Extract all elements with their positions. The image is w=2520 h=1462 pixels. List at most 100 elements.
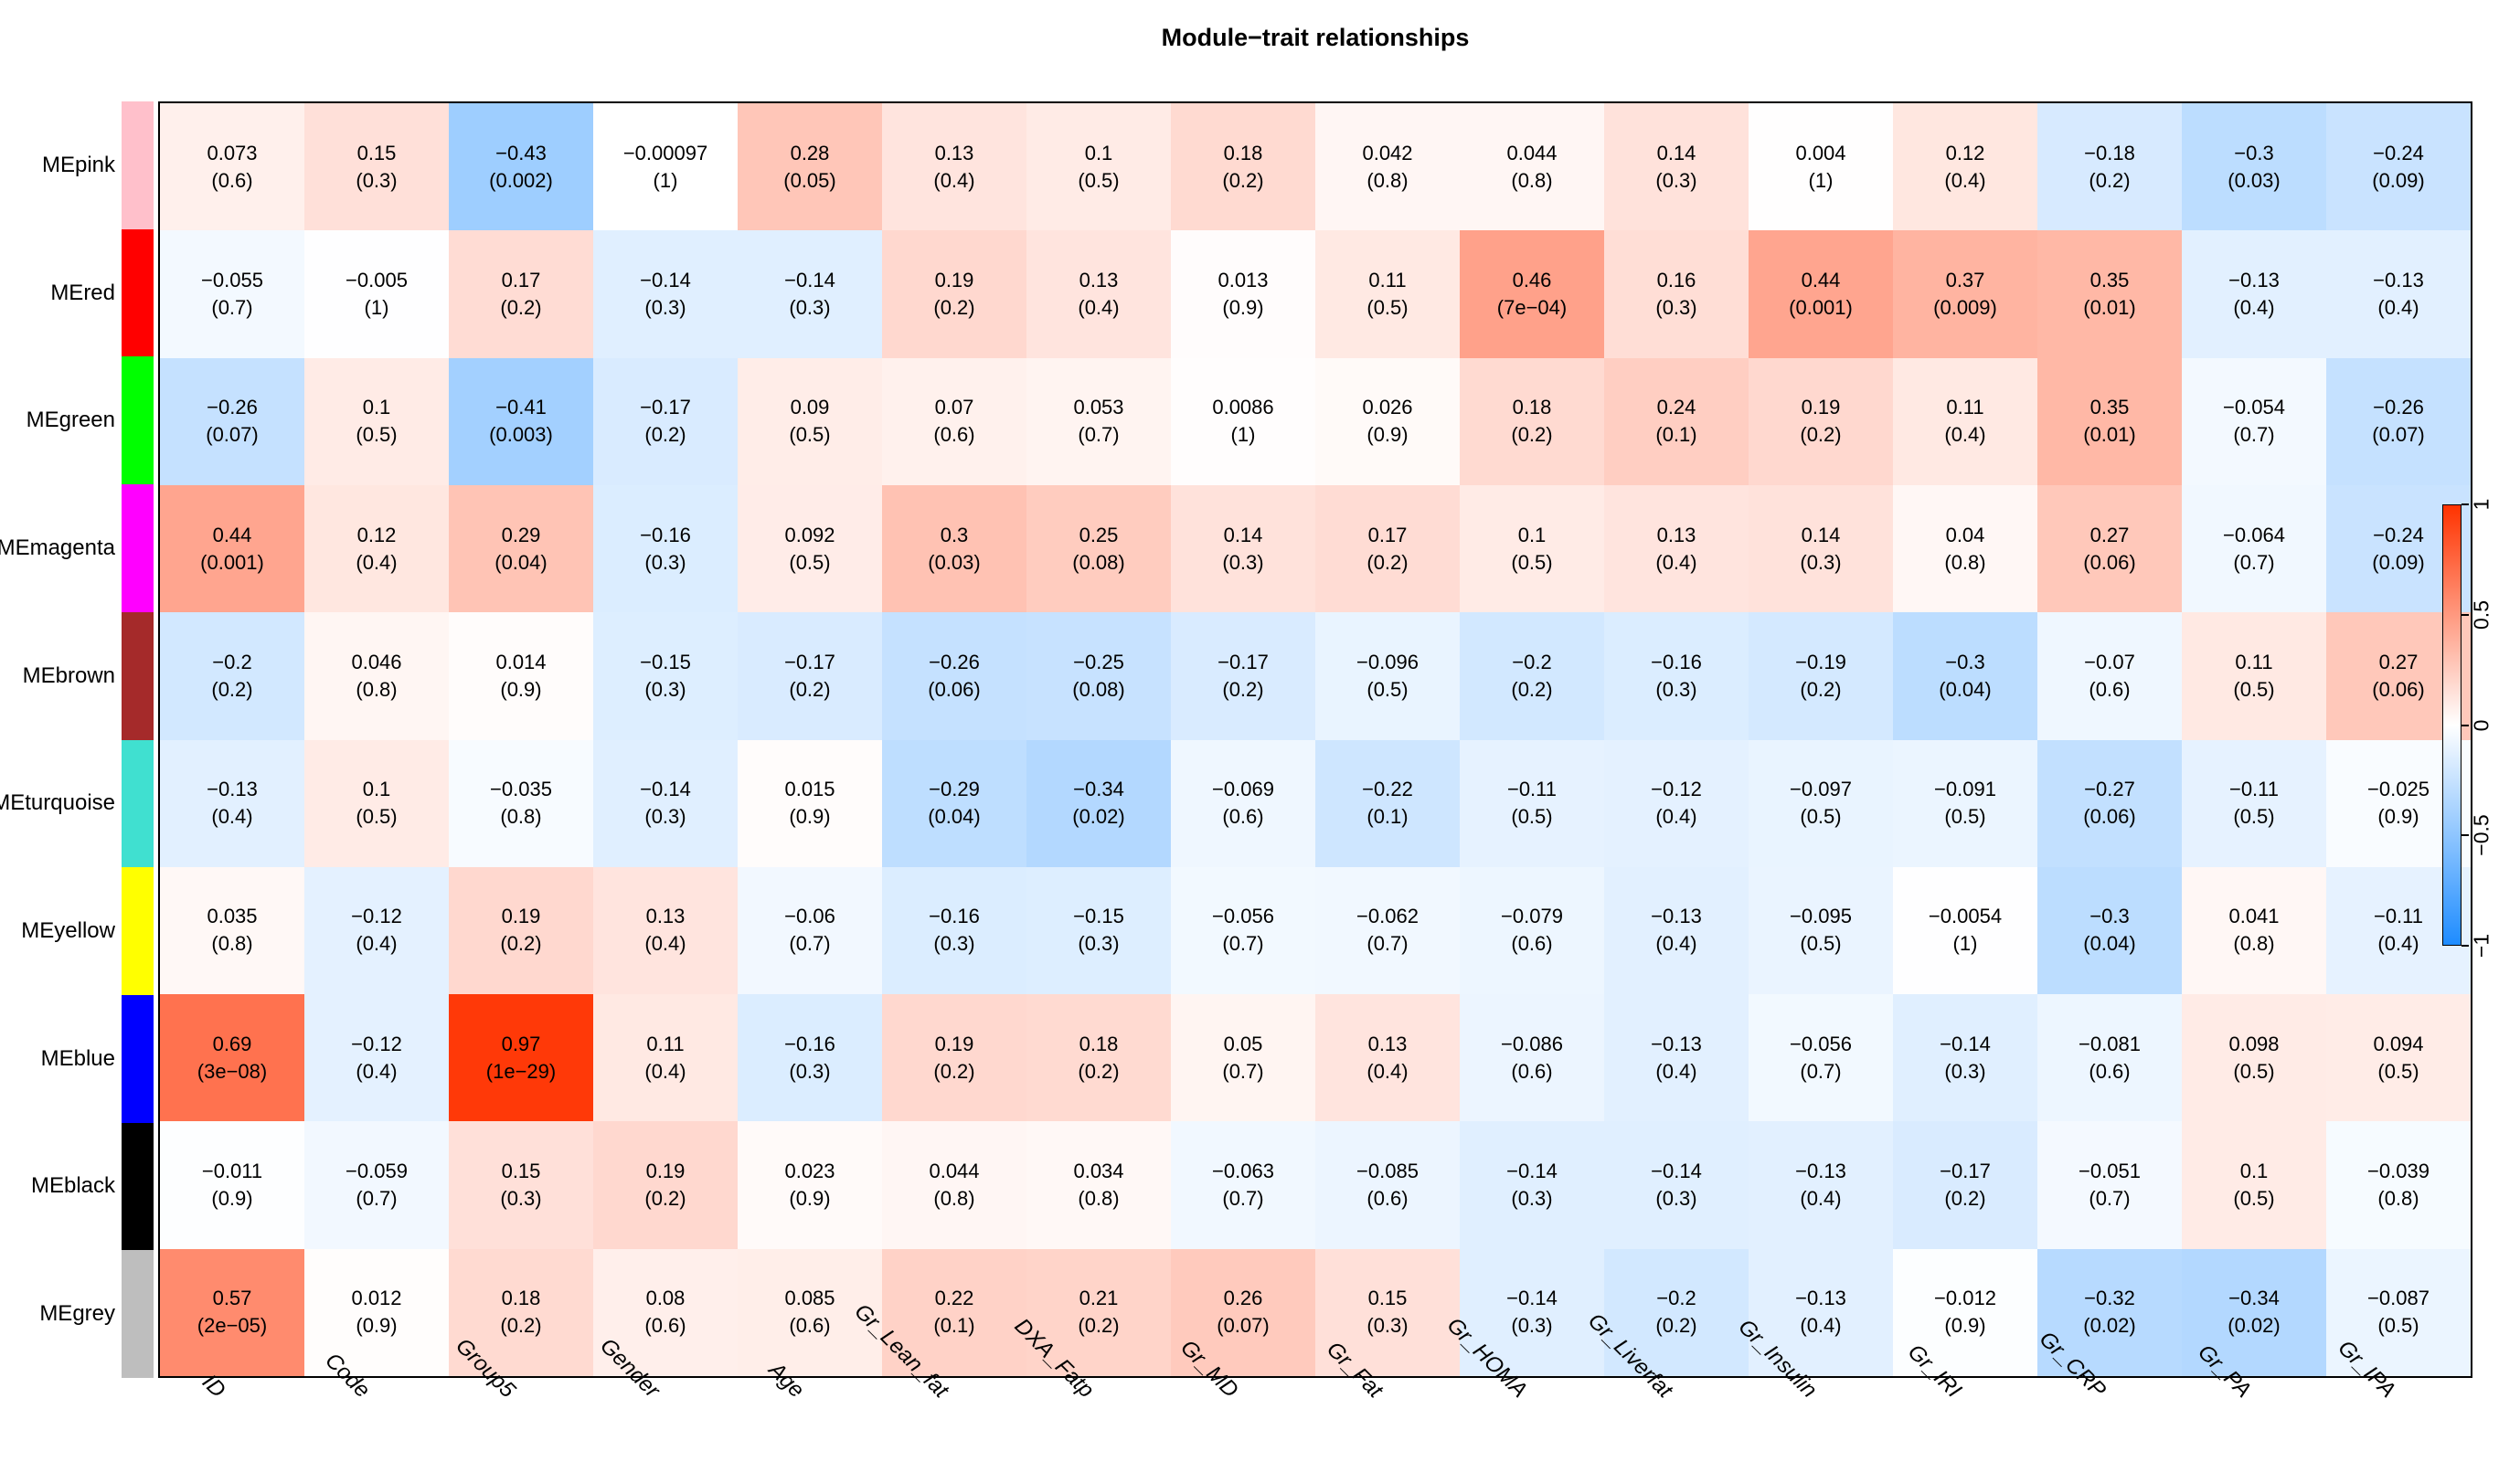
cell-pvalue: (0.7) [1222, 1187, 1264, 1211]
heatmap-cell: −0.012 (0.9) [1893, 1248, 2037, 1376]
heatmap-cell: 0.023 (0.9) [738, 1121, 882, 1249]
cell-correlation: −0.14 [1506, 1287, 1558, 1310]
heatmap-cell: 0.18 (0.2) [1171, 103, 1315, 231]
heatmap-cell: −0.12 (0.4) [304, 994, 449, 1122]
heatmap-cell: −0.063 (0.7) [1171, 1121, 1315, 1249]
heatmap-cell: 0.05 (0.7) [1171, 994, 1315, 1122]
cell-correlation: 0.013 [1217, 268, 1269, 291]
heatmap-cell: −0.056 (0.7) [1171, 866, 1315, 995]
cell-pvalue: (0.08) [1072, 677, 1125, 701]
cell-correlation: 0.19 [501, 905, 541, 928]
row-label: MEyellow [21, 918, 115, 944]
cell-pvalue: (0.8) [211, 932, 253, 956]
legend-tick-label: 0.5 [2469, 599, 2493, 630]
cell-pvalue: (0.5) [789, 423, 831, 447]
cell-pvalue: (0.3) [1078, 932, 1120, 956]
cell-pvalue: (0.9) [2377, 805, 2419, 829]
cell-correlation: 0.29 [501, 523, 541, 546]
heatmap-cell: −0.15 (0.3) [593, 612, 738, 740]
cell-correlation: −0.14 [640, 778, 691, 801]
cell-correlation: −0.00097 [622, 141, 708, 164]
heatmap-cell: −0.039 (0.8) [2326, 1121, 2471, 1249]
cell-correlation: 0.046 [351, 650, 402, 673]
cell-pvalue: (0.4) [644, 1059, 686, 1083]
heatmap-cell: −0.27 (0.06) [2037, 739, 2182, 867]
heatmap-cell: −0.26 (0.06) [882, 612, 1026, 740]
cell-pvalue: (0.3) [644, 295, 686, 319]
cell-pvalue: (0.04) [1939, 677, 1992, 701]
cell-pvalue: (0.09) [2372, 168, 2425, 192]
heatmap-cell: −0.11 (0.5) [1460, 739, 1604, 867]
heatmap-cell: −0.056 (0.7) [1749, 994, 1893, 1122]
heatmap-cell: 0.13 (0.4) [1604, 484, 1749, 613]
cell-pvalue: (0.9) [1944, 1314, 1986, 1338]
cell-pvalue: (0.3) [1800, 550, 1842, 574]
cell-pvalue: (0.6) [211, 168, 253, 192]
cell-correlation: 0.13 [934, 141, 974, 164]
heatmap-cell: −0.19 (0.2) [1749, 612, 1893, 740]
cell-pvalue: (0.2) [1511, 423, 1553, 447]
cell-correlation: 0.35 [2089, 396, 2130, 419]
cell-correlation: −0.32 [2084, 1287, 2135, 1310]
heatmap-cell: −0.32 (0.02) [2037, 1248, 2182, 1376]
cell-pvalue: (0.6) [1511, 1059, 1553, 1083]
cell-correlation: 0.13 [1656, 523, 1696, 546]
heatmap-cell: 0.44 (0.001) [160, 484, 304, 613]
cell-correlation: −0.081 [2079, 1032, 2141, 1055]
heatmap-cell: −0.091 (0.5) [1893, 739, 2037, 867]
heatmap-cell: 0.14 (0.3) [1749, 484, 1893, 613]
heatmap-cell: −0.17 (0.2) [1171, 612, 1315, 740]
cell-correlation: −0.3 [1945, 650, 1985, 673]
cell-pvalue: (0.2) [1078, 1314, 1120, 1338]
heatmap-cell: −0.0054 (1) [1893, 866, 2037, 995]
cell-pvalue: (0.4) [1800, 1314, 1842, 1338]
heatmap-cell: 0.098 (0.5) [2182, 994, 2326, 1122]
heatmap-cell: 0.09 (0.5) [738, 357, 882, 485]
cell-correlation: −0.22 [1362, 778, 1413, 801]
cell-correlation: 0.1 [362, 778, 391, 801]
cell-correlation: −0.096 [1356, 650, 1419, 673]
heatmap-cell: 0.69 (3e−08) [160, 994, 304, 1122]
heatmap-cell: 0.3 (0.03) [882, 484, 1026, 613]
cell-pvalue: (0.07) [1217, 1314, 1270, 1338]
cell-pvalue: (0.5) [1944, 805, 1986, 829]
heatmap-cell: −0.13 (0.4) [1604, 866, 1749, 995]
heatmap-cell: −0.22 (0.1) [1315, 739, 1460, 867]
heatmap-cell: −0.2 (0.2) [1460, 612, 1604, 740]
cell-pvalue: (0.2) [1078, 1059, 1120, 1083]
heatmap-cell: 0.27 (0.06) [2037, 484, 2182, 613]
cell-pvalue: (0.9) [789, 1187, 831, 1211]
cell-pvalue: (0.7) [789, 932, 831, 956]
cell-correlation: 0.97 [501, 1032, 541, 1055]
heatmap-cell: 0.041 (0.8) [2182, 866, 2326, 995]
cell-pvalue: (0.06) [2372, 677, 2425, 701]
cell-correlation: −0.056 [1790, 1032, 1852, 1055]
cell-correlation: 0.0086 [1212, 396, 1274, 419]
cell-pvalue: (0.009) [1933, 295, 1997, 319]
cell-correlation: 0.18 [1512, 396, 1552, 419]
cell-correlation: −0.13 [207, 778, 258, 801]
row-label: MEblack [30, 1173, 115, 1199]
heatmap-cell: −0.3 (0.04) [2037, 866, 2182, 995]
heatmap-cell: 0.073 (0.6) [160, 103, 304, 231]
module-color-swatch [122, 994, 154, 1123]
cell-pvalue: (0.2) [1366, 550, 1409, 574]
cell-pvalue: (0.3) [1944, 1059, 1986, 1083]
cell-pvalue: (0.5) [1511, 805, 1553, 829]
heatmap-cell: 0.004 (1) [1749, 103, 1893, 231]
cell-pvalue: (0.7) [2089, 1187, 2131, 1211]
cell-correlation: 0.27 [2089, 523, 2130, 546]
cell-correlation: 0.08 [645, 1287, 686, 1310]
cell-pvalue: (0.4) [356, 550, 398, 574]
cell-pvalue: (0.9) [500, 677, 542, 701]
cell-correlation: −0.15 [1073, 905, 1124, 928]
heatmap-cell: 0.46 (7e−04) [1460, 230, 1604, 358]
cell-correlation: 0.19 [934, 268, 974, 291]
cell-correlation: 0.11 [1368, 268, 1407, 291]
heatmap-cell: −0.16 (0.3) [593, 484, 738, 613]
legend-tick [2462, 834, 2469, 837]
cell-pvalue: (0.6) [2089, 1059, 2131, 1083]
heatmap-cell: −0.011 (0.9) [160, 1121, 304, 1249]
cell-pvalue: (0.2) [500, 295, 542, 319]
heatmap-cell: −0.035 (0.8) [449, 739, 593, 867]
